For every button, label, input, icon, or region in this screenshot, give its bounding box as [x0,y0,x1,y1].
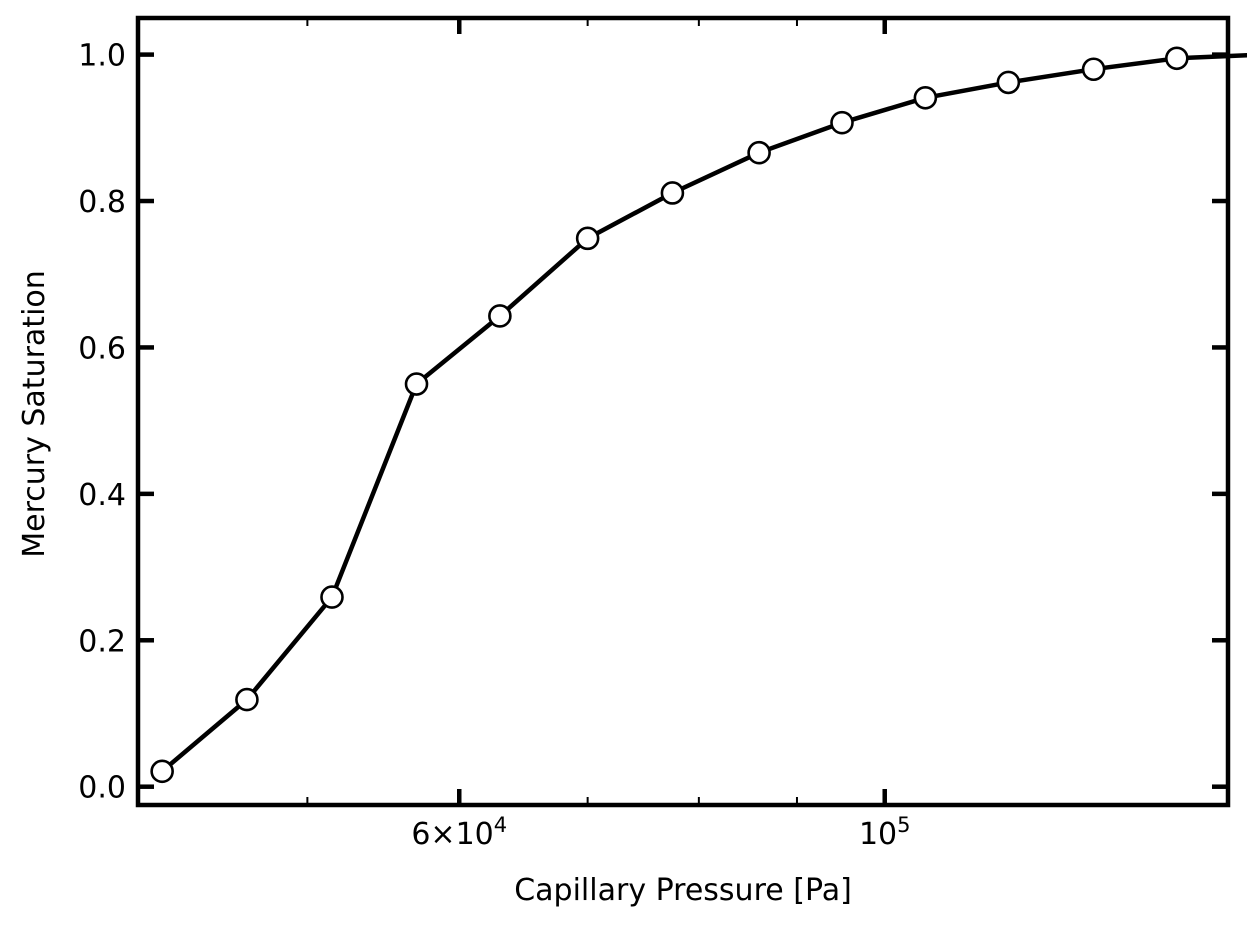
data-point-marker [830,110,854,135]
y-tick-label: 1.0 [78,39,126,74]
y-tick-label: 0.2 [78,624,126,659]
data-point-marker [1165,46,1189,71]
data-point-marker [913,85,938,110]
x-tick-label-base: 10 [859,817,897,852]
x-tick-label-exponent: 4 [494,813,507,837]
data-point-marker [404,372,429,396]
x-tick-label: 6×104 [411,813,507,852]
y-tick-label: 0.0 [78,771,126,806]
data-point-marker [1081,57,1106,82]
x-tick-label-base: 6×10 [411,817,493,852]
x-tick-label: 105 [859,813,911,852]
data-point-marker [575,226,600,251]
data-point-marker [320,585,344,609]
data-point-marker [996,70,1021,95]
series-line [160,53,1247,774]
data-point-marker [150,759,174,784]
ticks-layer: 0.0 0.2 0.4 0.6 0.8 1.0 6×104 105 [78,18,1228,852]
data-point-marker [747,140,771,165]
series-layer [150,46,1247,784]
data-point-marker [660,181,685,205]
x-axis-label: Capillary Pressure [Pa] [514,873,852,908]
y-tick-label: 0.6 [78,331,126,366]
data-point-marker [488,304,512,328]
x-tick-label-exponent: 5 [897,813,910,837]
y-tick-label: 0.4 [78,478,126,513]
plot-frame [135,15,1231,808]
y-axis-label: Mercury Saturation [17,270,52,558]
y-tick-label: 0.8 [78,185,126,220]
data-point-marker [235,687,259,712]
